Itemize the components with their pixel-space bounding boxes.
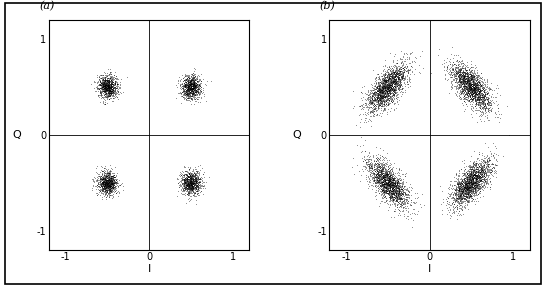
Text: (a): (a) xyxy=(39,1,55,11)
Text: (b): (b) xyxy=(319,1,335,11)
Text: Q: Q xyxy=(13,130,21,140)
X-axis label: I: I xyxy=(428,264,431,274)
Text: Q: Q xyxy=(293,130,301,140)
X-axis label: I: I xyxy=(147,264,151,274)
